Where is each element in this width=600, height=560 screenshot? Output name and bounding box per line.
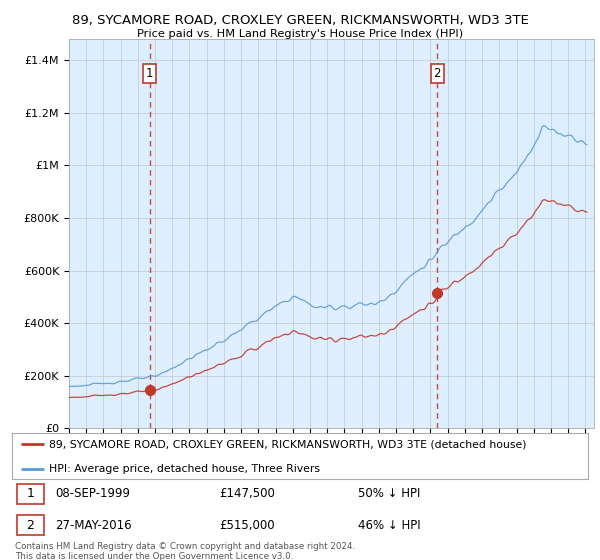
Text: 1: 1 [146,67,154,80]
Text: 1: 1 [26,487,34,501]
Text: 46% ↓ HPI: 46% ↓ HPI [358,519,420,532]
Text: 08-SEP-1999: 08-SEP-1999 [55,487,130,501]
Text: 89, SYCAMORE ROAD, CROXLEY GREEN, RICKMANSWORTH, WD3 3TE (detached house): 89, SYCAMORE ROAD, CROXLEY GREEN, RICKMA… [49,440,527,449]
Text: 2: 2 [26,519,34,532]
Text: HPI: Average price, detached house, Three Rivers: HPI: Average price, detached house, Thre… [49,464,320,474]
Text: 2: 2 [434,67,441,80]
FancyBboxPatch shape [17,515,44,535]
Text: 89, SYCAMORE ROAD, CROXLEY GREEN, RICKMANSWORTH, WD3 3TE: 89, SYCAMORE ROAD, CROXLEY GREEN, RICKMA… [71,14,529,27]
Text: 27-MAY-2016: 27-MAY-2016 [55,519,132,532]
Text: £147,500: £147,500 [220,487,275,501]
Bar [150,39,437,428]
FancyBboxPatch shape [17,484,44,504]
Text: 50% ↓ HPI: 50% ↓ HPI [358,487,420,501]
Text: £515,000: £515,000 [220,519,275,532]
Text: Contains HM Land Registry data © Crown copyright and database right 2024.
This d: Contains HM Land Registry data © Crown c… [15,542,355,560]
Text: Price paid vs. HM Land Registry's House Price Index (HPI): Price paid vs. HM Land Registry's House … [137,29,463,39]
